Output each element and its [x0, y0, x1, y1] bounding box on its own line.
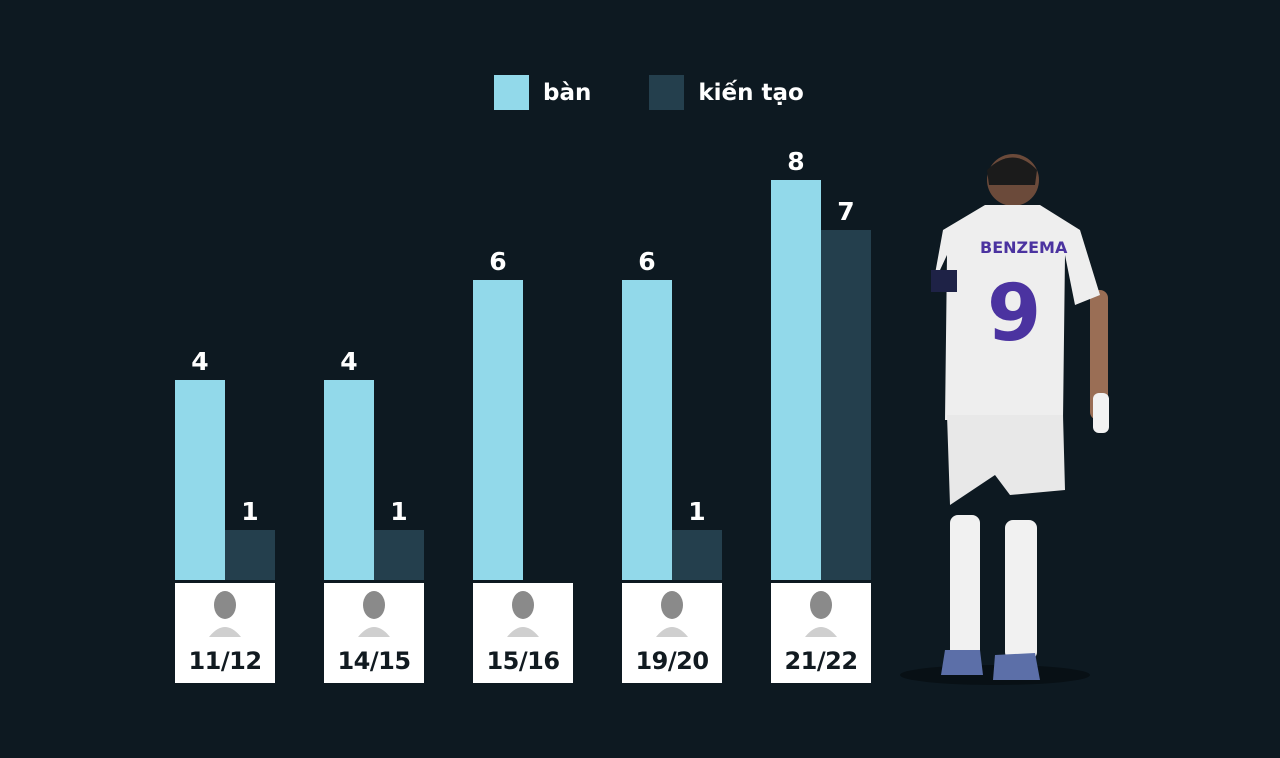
- season-card: 19/20: [622, 583, 722, 683]
- bar-group: 8 7 21/22: [771, 0, 871, 758]
- season-card: 21/22: [771, 583, 871, 683]
- goals-bar: [473, 280, 523, 580]
- legend-label-goals: bàn: [543, 79, 592, 106]
- player-face-icon: [507, 591, 539, 637]
- player-face-icon: [656, 591, 688, 637]
- assists-value-label: 1: [241, 497, 259, 526]
- chart-legend: bàn kiến tạo: [494, 75, 862, 110]
- season-label: 15/16: [486, 647, 560, 675]
- bar-group: 6 15/16: [473, 0, 573, 758]
- assists-bar: [225, 530, 275, 580]
- legend-item-goals: bàn: [494, 75, 591, 110]
- goals-value-label: 4: [191, 347, 209, 376]
- player-face-icon: [805, 591, 837, 637]
- assists-bar: [374, 530, 424, 580]
- goals-value-label: 8: [787, 147, 805, 176]
- goals-bar: [771, 180, 821, 580]
- shirt-name: BENZEMA: [980, 238, 1068, 257]
- legend-swatch-assists: [649, 75, 685, 110]
- bar-group: 4 1 11/12: [175, 0, 275, 758]
- legend-label-assists: kiến tạo: [698, 79, 804, 106]
- player-face-icon: [358, 591, 390, 637]
- player-photo: BENZEMA 9: [900, 154, 1109, 685]
- goals-bar: [622, 280, 672, 580]
- season-card: 15/16: [473, 583, 573, 683]
- season-card: 11/12: [175, 583, 275, 683]
- assists-value-label: 7: [837, 197, 855, 226]
- season-label: 19/20: [635, 647, 709, 675]
- goals-value-label: 4: [340, 347, 358, 376]
- season-label: 21/22: [784, 647, 858, 675]
- goals-bar: [324, 380, 374, 580]
- assists-value-label: 1: [390, 497, 408, 526]
- bar-group: 6 1 19/20: [622, 0, 722, 758]
- legend-swatch-goals: [494, 75, 529, 110]
- shirt-number: 9: [987, 269, 1041, 359]
- player-face-icon: [209, 591, 241, 637]
- bar-group: 4 1 14/15: [324, 0, 424, 758]
- goals-bar: [175, 380, 225, 580]
- season-label: 14/15: [337, 647, 411, 675]
- assists-bar: [821, 230, 871, 580]
- legend-item-assists: kiến tạo: [649, 75, 804, 110]
- season-card: 14/15: [324, 583, 424, 683]
- goals-value-label: 6: [638, 247, 656, 276]
- goals-value-label: 6: [489, 247, 507, 276]
- season-label: 11/12: [188, 647, 262, 675]
- assists-bar: [672, 530, 722, 580]
- assists-value-label: 1: [688, 497, 706, 526]
